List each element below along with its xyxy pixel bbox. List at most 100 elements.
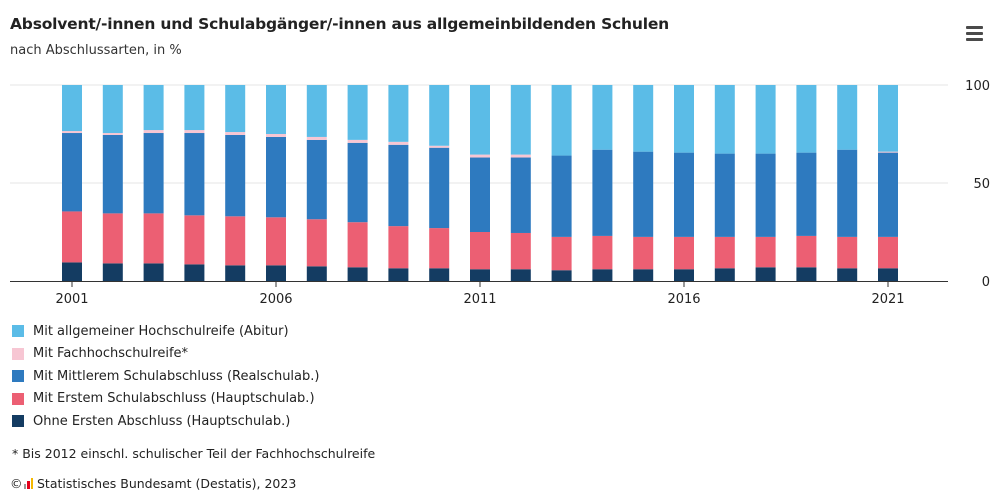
hamburger-menu-icon[interactable]: [962, 22, 992, 44]
bar-segment: [592, 269, 613, 281]
bar-segment: [674, 85, 694, 153]
bar-segment: [143, 263, 164, 281]
bar-segment: [266, 136, 286, 218]
bar-segment: [714, 153, 735, 237]
bar-segment: [347, 139, 368, 143]
bar-segment: [755, 85, 776, 154]
bar-segment: [429, 268, 450, 281]
bar-segment: [714, 268, 735, 281]
y-tick-label: 50: [973, 177, 990, 192]
bar-segment: [225, 134, 246, 217]
bar-segment: [470, 85, 490, 155]
bar-segment: [796, 267, 817, 281]
bar-segment: [674, 152, 694, 237]
bar-segment: [551, 270, 572, 281]
legend-label: Mit Mittlerem Schulabschluss (Realschula…: [33, 368, 320, 384]
legend-item[interactable]: Mit Fachhochschulreife*: [12, 343, 319, 366]
chart-subtitle: nach Abschlussarten, in %: [10, 43, 182, 58]
bar-segment: [102, 134, 123, 214]
bar-segment: [225, 132, 246, 135]
bar-segment: [592, 85, 613, 150]
bar-segment: [755, 267, 776, 281]
bar-segment: [143, 133, 164, 214]
bar-segment: [551, 85, 572, 156]
legend-label: Mit Erstem Schulabschluss (Hauptschulab.…: [33, 391, 315, 407]
bar-segment: [633, 236, 654, 270]
bar-segment: [837, 236, 858, 269]
bar-segment: [755, 153, 776, 237]
bar-segment: [184, 215, 205, 265]
bar-segment: [551, 236, 572, 271]
bar-segment: [878, 152, 898, 237]
bar-segment: [62, 262, 82, 281]
bar-segment: [347, 222, 368, 268]
bar-segment: [225, 216, 246, 266]
bar-segment: [878, 151, 898, 153]
bar-segment: [674, 269, 694, 281]
legend: Mit allgemeiner Hochschulreife (Abitur) M…: [12, 320, 319, 433]
x-tick-label: 2021: [871, 292, 904, 307]
bar-segment: [388, 144, 409, 227]
bar-segment: [184, 133, 205, 216]
bar-segment: [306, 219, 327, 267]
bar-segment: [592, 235, 613, 270]
legend-label: Ohne Ersten Abschluss (Hauptschulab.): [33, 413, 291, 429]
bar-segment: [878, 85, 898, 152]
bar-segment: [388, 85, 409, 142]
legend-label: Mit allgemeiner Hochschulreife (Abitur): [33, 323, 289, 339]
x-tick-label: 2011: [463, 292, 496, 307]
bar-segment: [347, 85, 368, 140]
bar-segment: [266, 217, 286, 266]
bar-segment: [796, 235, 817, 268]
bar-segment: [429, 147, 450, 229]
bar-segment: [266, 85, 286, 134]
bar-segment: [102, 263, 123, 281]
destatis-logo-icon: [23, 478, 35, 489]
legend-item[interactable]: Mit allgemeiner Hochschulreife (Abitur): [12, 320, 319, 343]
bar-segment: [388, 141, 409, 145]
legend-swatch: [12, 392, 24, 405]
bar-segment: [102, 85, 123, 134]
bar-segment: [429, 145, 450, 148]
bar-segment: [796, 85, 817, 153]
y-tick-label: 100: [965, 79, 990, 94]
bar-segment: [62, 133, 82, 212]
legend-swatch: [12, 415, 24, 428]
bar-segment: [837, 268, 858, 281]
stacked-bar-chart: 100 50 0 2001 2006 2011 2016 2021: [10, 79, 990, 307]
bar-segment: [796, 152, 817, 236]
bar-segment: [510, 269, 531, 281]
source-line: © Statistisches Bundesamt (Destatis), 20…: [10, 476, 296, 491]
bar-segment: [102, 213, 123, 264]
bar-segment: [592, 149, 613, 236]
legend-item[interactable]: Mit Erstem Schulabschluss (Hauptschulab.…: [12, 388, 319, 411]
y-tick-label: 0: [982, 275, 990, 290]
bar-segment: [878, 268, 898, 281]
bar-segment: [266, 265, 286, 281]
bar-segment: [388, 268, 409, 281]
legend-label: Mit Fachhochschulreife*: [33, 346, 189, 362]
footnote: * Bis 2012 einschl. schulischer Teil der…: [12, 446, 376, 461]
bar-segment: [878, 236, 898, 269]
bar-segment: [714, 85, 735, 154]
bar-segment: [184, 130, 205, 134]
bar-segment: [470, 269, 490, 281]
bar-segment: [143, 213, 164, 264]
bar-segment: [184, 264, 205, 281]
bar-segment: [714, 236, 735, 269]
legend-item[interactable]: Mit Mittlerem Schulabschluss (Realschula…: [12, 365, 319, 388]
bar-segment: [143, 85, 164, 131]
bar-segment: [143, 130, 164, 134]
bar-segment: [102, 133, 123, 135]
bar-segment: [470, 157, 490, 232]
bar-segment: [470, 154, 490, 158]
x-tick-label: 2016: [667, 292, 700, 307]
bar-segment: [225, 85, 246, 133]
bar-segment: [62, 211, 82, 263]
bar-segment: [184, 85, 205, 131]
legend-item[interactable]: Ohne Ersten Abschluss (Hauptschulab.): [12, 410, 319, 433]
bar-segment: [306, 139, 327, 220]
bar-segment: [633, 269, 654, 281]
x-tick-label: 2006: [259, 292, 292, 307]
bar-segment: [306, 266, 327, 281]
